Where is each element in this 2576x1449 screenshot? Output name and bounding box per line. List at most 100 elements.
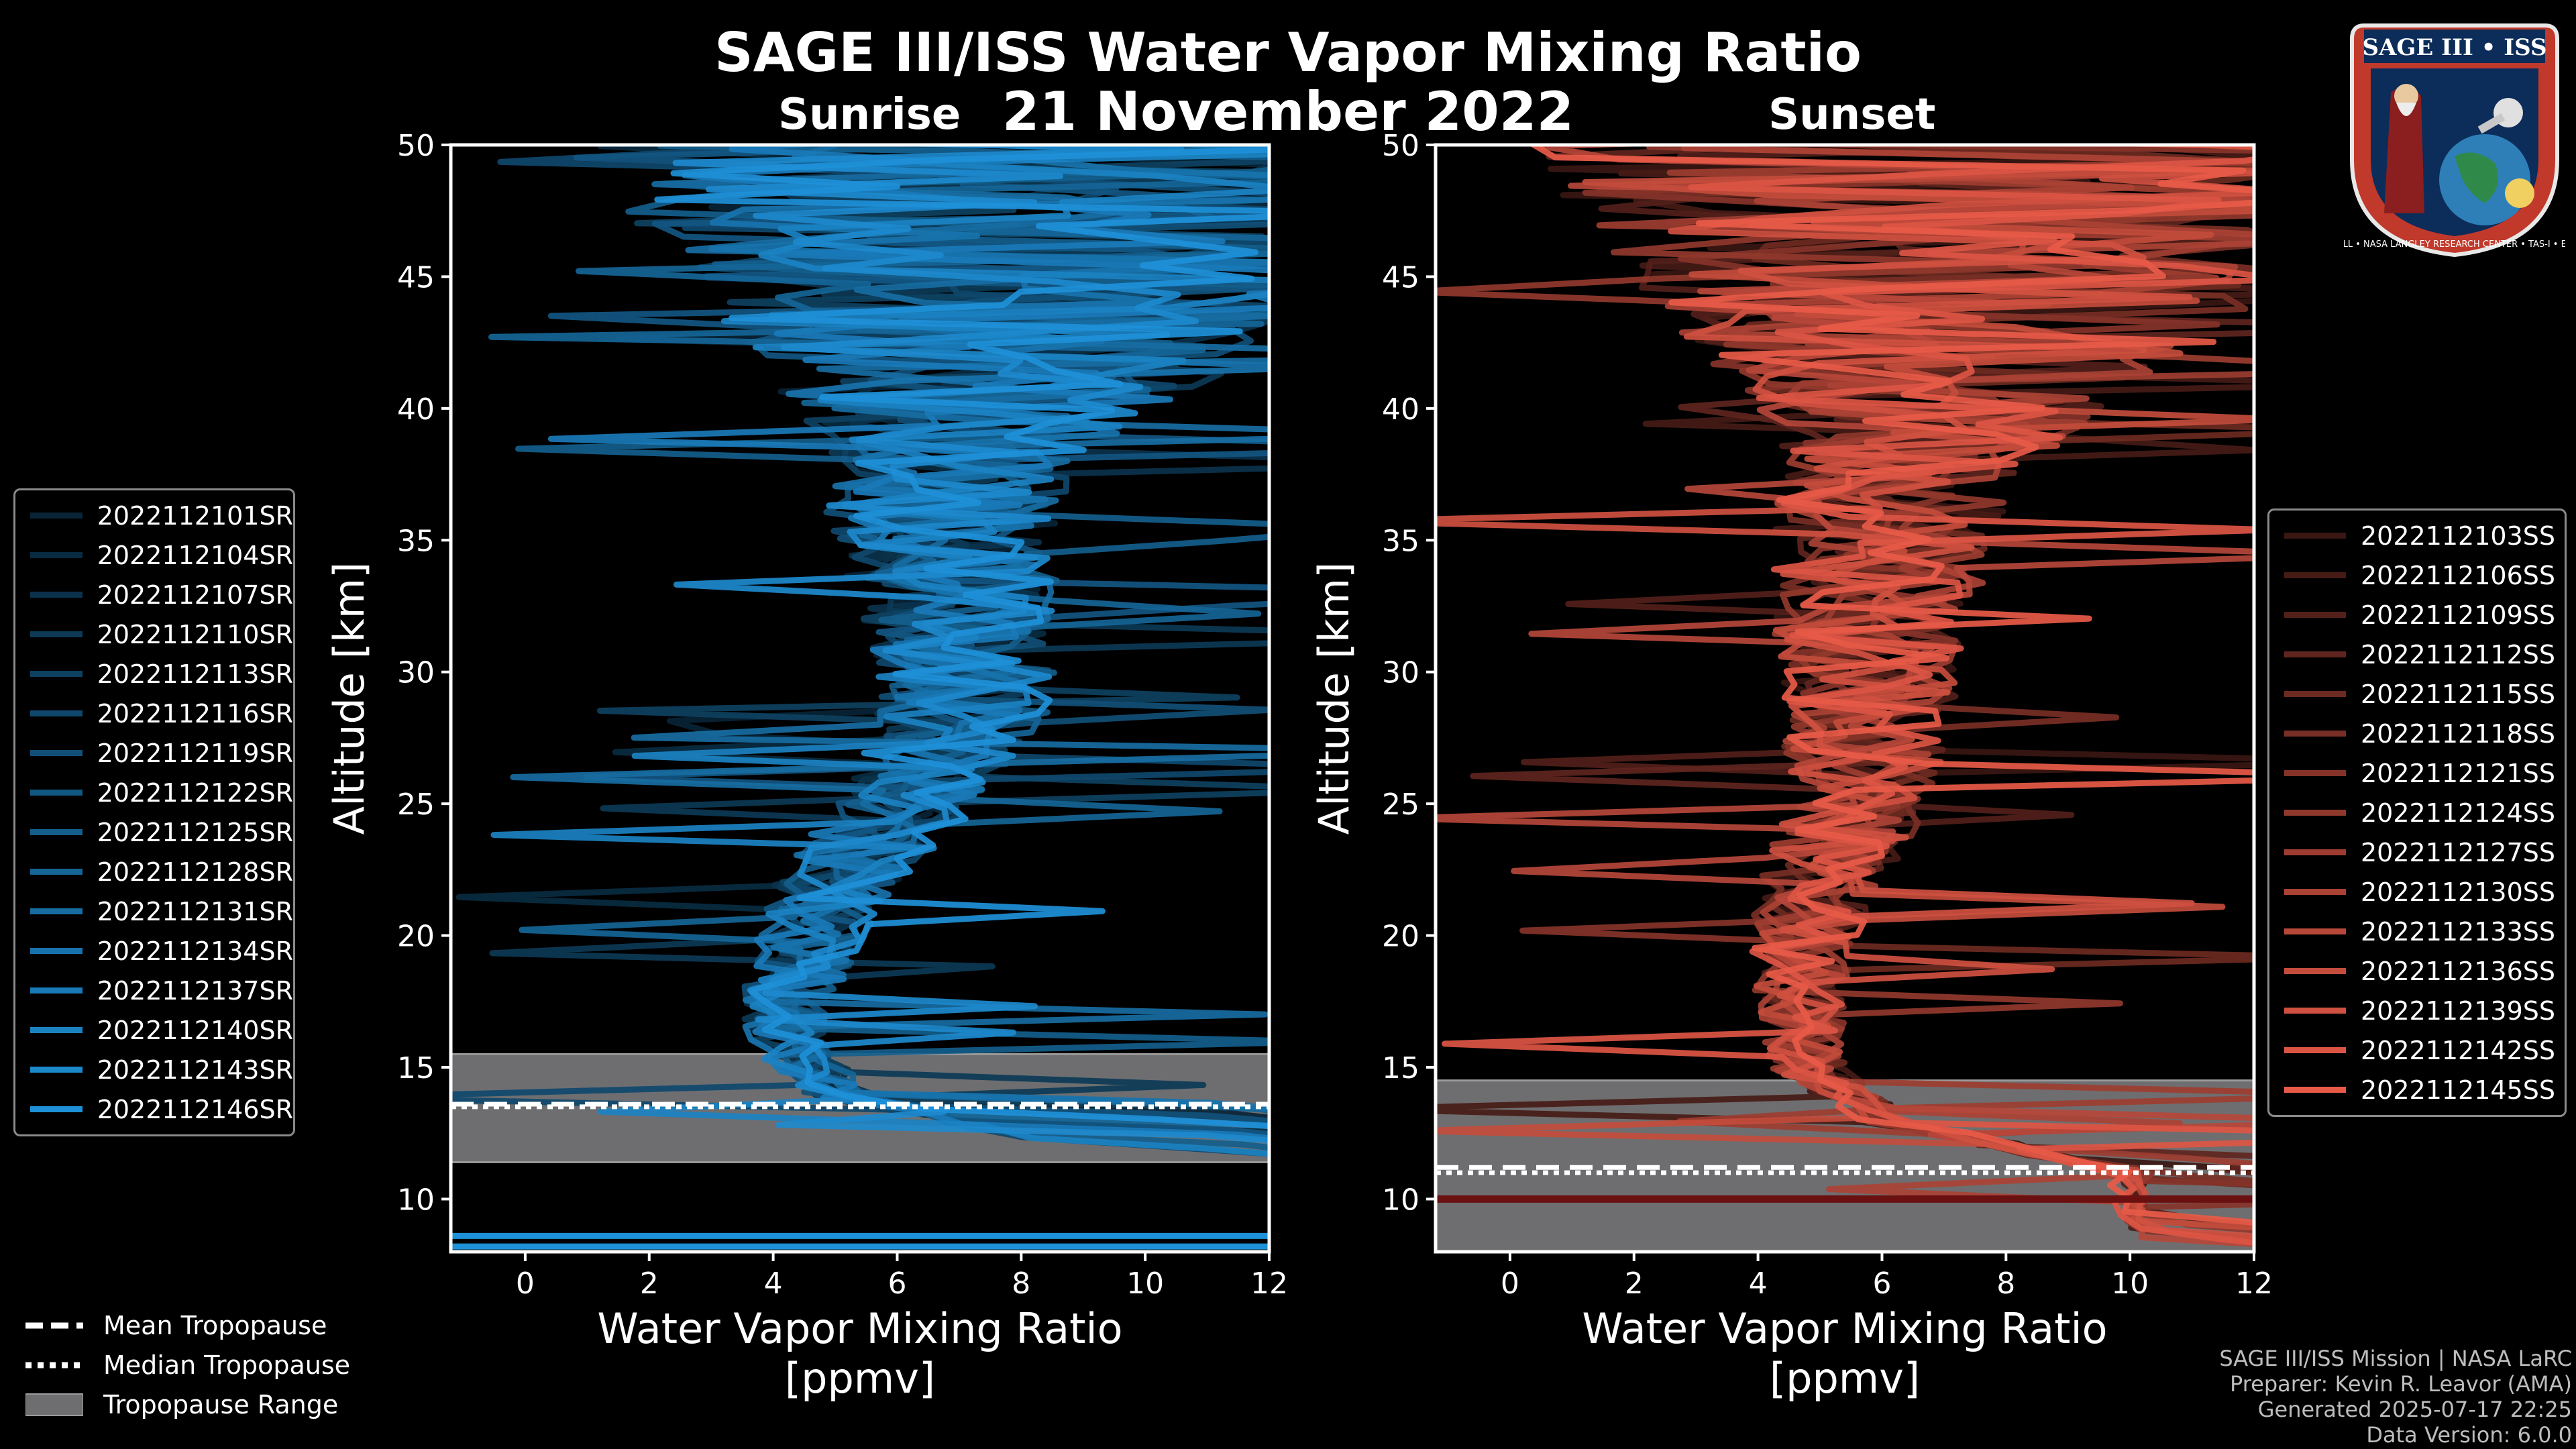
legend-label: 2022112115SS bbox=[2361, 679, 2556, 709]
legend-swatch bbox=[2284, 572, 2346, 578]
legend-tropopause-range: Tropopause Range bbox=[25, 1390, 338, 1419]
y-tick-label: 20 bbox=[1382, 920, 1419, 954]
panel-sunrise: 0 2 4 6 8 10 12 10 15 20 25 30 35 40 45 50 Water Vapor M… bbox=[325, 129, 1288, 1403]
y-tick-label: 40 bbox=[397, 392, 435, 427]
dotted-line-icon bbox=[25, 1362, 83, 1368]
y-tick-label: 30 bbox=[1382, 656, 1419, 690]
profile-line-2022112145SS bbox=[1531, 145, 2254, 1226]
y-tick-label: 15 bbox=[1382, 1051, 1419, 1085]
sage-iii-iss-logo: SAGE III • ISS BALL • NASA LANGLEY RESEA… bbox=[2344, 23, 2565, 258]
legend-item: 2022112109SS bbox=[2269, 595, 2565, 635]
legend-swatch bbox=[30, 1027, 83, 1033]
legend-label: 2022112103SS bbox=[2361, 521, 2556, 551]
legend-item: 2022112118SS bbox=[2269, 714, 2565, 753]
legend-label: 2022112145SS bbox=[2361, 1075, 2556, 1105]
legend-range-label: Tropopause Range bbox=[103, 1390, 339, 1419]
legend-median-tropopause: Median Tropopause bbox=[25, 1350, 350, 1380]
x-tick-label: 0 bbox=[1501, 1267, 1519, 1301]
legend-swatch bbox=[2284, 810, 2346, 816]
y-tick-label: 40 bbox=[1382, 392, 1419, 427]
legend-item: 2022112112SS bbox=[2269, 635, 2565, 674]
profile-line-2022112146SR bbox=[654, 145, 1269, 1130]
legend-item: 2022112127SS bbox=[2269, 833, 2565, 872]
legend-swatch bbox=[30, 552, 83, 558]
legend-item: 2022112124SS bbox=[2269, 793, 2565, 833]
legend-item: 2022112145SS bbox=[2269, 1070, 2565, 1110]
legend-label: 2022112128SR bbox=[97, 857, 293, 887]
x-tick-label: 8 bbox=[1996, 1267, 2015, 1301]
legend-label: 2022112101SR bbox=[97, 500, 293, 531]
y-tick-label: 25 bbox=[397, 788, 435, 822]
legend-swatch bbox=[30, 710, 83, 716]
legend-swatch bbox=[2284, 770, 2346, 776]
y-axis-label: Altitude [km] bbox=[1309, 562, 1358, 835]
legend-label: 2022112125SR bbox=[97, 817, 293, 847]
legend-swatch bbox=[2284, 691, 2346, 697]
legend-label: 2022112107SR bbox=[97, 580, 293, 610]
x-tick-label: 6 bbox=[1872, 1267, 1891, 1301]
legend-item: 2022112130SS bbox=[2269, 872, 2565, 912]
footer-version: Data Version: 6.0.0 bbox=[2366, 1422, 2572, 1448]
legend-item: 2022112128SR bbox=[15, 852, 293, 892]
legend-label: 2022112109SS bbox=[2361, 600, 2556, 630]
legend-label: 2022112137SR bbox=[97, 975, 293, 1006]
legend-swatch bbox=[30, 1106, 83, 1112]
legend-item: 2022112116SR bbox=[15, 694, 293, 733]
legend-item: 2022112113SR bbox=[15, 654, 293, 694]
x-tick-label: 6 bbox=[888, 1267, 906, 1301]
legend-swatch bbox=[2284, 1087, 2346, 1093]
panel-sunset: 0 2 4 6 8 10 12 10 15 20 25 30 35 40 45 50 Water Vapor M… bbox=[1309, 129, 2273, 1403]
legend-label: 2022112130SS bbox=[2361, 877, 2556, 907]
x-tick-label: 0 bbox=[516, 1267, 535, 1301]
legend-swatch bbox=[30, 908, 83, 914]
axes-frame bbox=[1434, 143, 2256, 1254]
legend-median-label: Median Tropopause bbox=[103, 1350, 350, 1380]
legend-swatch bbox=[2284, 889, 2346, 895]
y-tick-label: 50 bbox=[397, 129, 435, 163]
legend-label: 2022112124SS bbox=[2361, 798, 2556, 828]
y-tick-label: 10 bbox=[1382, 1183, 1419, 1217]
legend-label: 2022112118SS bbox=[2361, 718, 2556, 749]
legend-item: 2022112104SR bbox=[15, 535, 293, 575]
footer-preparer: Preparer: Kevin R. Leavor (AMA) bbox=[2229, 1371, 2572, 1397]
logo-title: SAGE III • ISS bbox=[2362, 34, 2546, 61]
profile-lines bbox=[451, 145, 1269, 1250]
y-tick-label: 45 bbox=[397, 260, 435, 294]
y-tick-label: 45 bbox=[1382, 260, 1419, 294]
legend-item: 2022112133SS bbox=[2269, 912, 2565, 951]
legend-swatch bbox=[30, 750, 83, 756]
legend-item: 2022112122SR bbox=[15, 773, 293, 812]
y-tick-label: 20 bbox=[397, 920, 435, 954]
legend-label: 2022112146SR bbox=[97, 1094, 293, 1124]
legend-item: 2022112142SS bbox=[2269, 1030, 2565, 1070]
legend-item: 2022112143SR bbox=[15, 1050, 293, 1089]
legend-swatch bbox=[30, 592, 83, 598]
y-tick-label: 35 bbox=[1382, 524, 1419, 558]
y-tick-label: 15 bbox=[397, 1051, 435, 1085]
x-axis-label: Water Vapor Mixing Ratio bbox=[1582, 1304, 2107, 1353]
sunrise-panel-title: Sunrise bbox=[778, 90, 961, 140]
legend-item: 2022112101SR bbox=[15, 496, 293, 535]
legend-swatch bbox=[30, 631, 83, 637]
profile-lines bbox=[1436, 145, 2254, 1248]
legend-label: 2022112139SS bbox=[2361, 996, 2556, 1026]
y-tick-label: 35 bbox=[397, 524, 435, 558]
profile-line-2022112139SS bbox=[1436, 170, 2254, 1240]
legend-label: 2022112142SS bbox=[2361, 1035, 2556, 1065]
legend-swatch bbox=[30, 829, 83, 835]
y-tick-label: 30 bbox=[397, 656, 435, 690]
legend-label: 2022112136SS bbox=[2361, 956, 2556, 986]
legend-swatch bbox=[30, 987, 83, 994]
legend-label: 2022112112SS bbox=[2361, 639, 2556, 669]
legend-swatch bbox=[2284, 968, 2346, 974]
legend-label: 2022112104SR bbox=[97, 540, 293, 570]
x-tick-label: 12 bbox=[2235, 1267, 2273, 1301]
chart-title: SAGE III/ISS Water Vapor Mixing Ratio bbox=[714, 21, 1862, 84]
legend-swatch bbox=[30, 790, 83, 796]
legend-item: 2022112107SR bbox=[15, 575, 293, 614]
y-tick-label: 10 bbox=[397, 1183, 435, 1217]
legend-label: 2022112121SS bbox=[2361, 758, 2556, 788]
legend-label: 2022112127SS bbox=[2361, 837, 2556, 867]
x-tick-label: 4 bbox=[764, 1267, 783, 1301]
legend-label: 2022112133SS bbox=[2361, 916, 2556, 947]
